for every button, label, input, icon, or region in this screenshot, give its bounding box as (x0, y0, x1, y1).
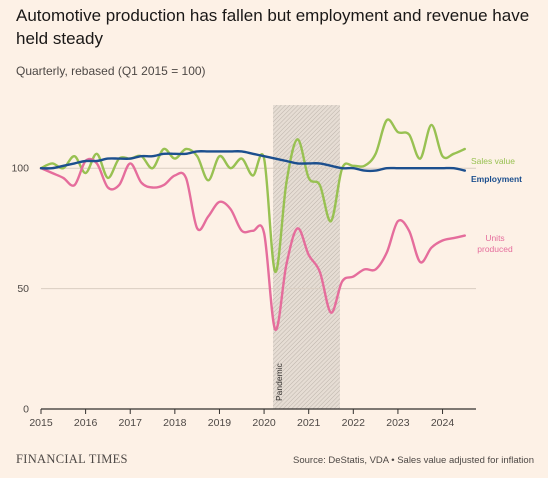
x-tick-label-2017: 2017 (119, 417, 143, 429)
chart-title: Automotive production has fallen but emp… (16, 6, 530, 48)
x-tick-label-2024: 2024 (431, 417, 455, 429)
chart-subtitle: Quarterly, rebased (Q1 2015 = 100) (16, 64, 206, 78)
units-label-line1: Units (485, 233, 504, 243)
y-tick-label-100: 100 (11, 163, 29, 175)
pandemic-shaded-region (273, 105, 340, 409)
x-tick-label-2016: 2016 (74, 417, 98, 429)
x-tick-label-2018: 2018 (163, 417, 187, 429)
series-line-sales-value (39, 118, 466, 274)
pandemic-label: Pandemic (274, 362, 284, 401)
x-tick-label-2022: 2022 (342, 417, 366, 429)
x-tick-label-2021: 2021 (297, 417, 321, 429)
x-tick-label-2019: 2019 (208, 417, 232, 429)
source-note: Source: DeStatis, VDA • Sales value adju… (293, 455, 534, 466)
series-line-employment (39, 150, 466, 173)
units-label-line2: produced (477, 244, 513, 254)
x-tick-label-2015: 2015 (29, 417, 53, 429)
employment-label: Employment (471, 174, 522, 184)
x-tick-label-2020: 2020 (252, 417, 276, 429)
ft-logo-text: FINANCIAL TIMES (16, 452, 128, 466)
series-line-units-produced (39, 157, 466, 331)
sales-value-label: Sales value (471, 156, 515, 166)
x-tick-label-2023: 2023 (386, 417, 410, 429)
y-tick-label-50: 50 (17, 283, 29, 295)
y-tick-label-0: 0 (23, 404, 29, 416)
